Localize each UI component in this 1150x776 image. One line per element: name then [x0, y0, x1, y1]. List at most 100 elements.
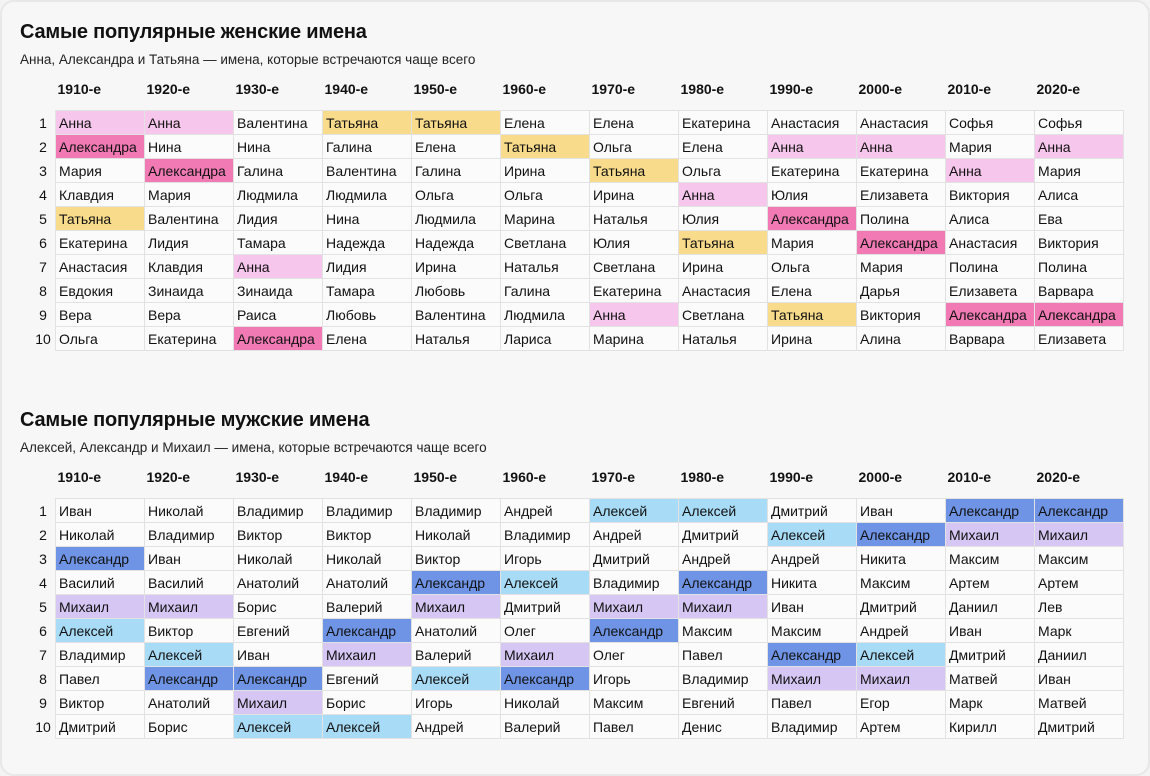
female-name-cell: Виктория [856, 302, 946, 327]
male-rank-number: 8 [39, 670, 47, 687]
male-decade-header: 1990-е [769, 469, 814, 485]
female-name-cell: Ева [1034, 206, 1124, 231]
female-name-cell: Александра [55, 134, 145, 159]
male-table-row: 3 Александр Иван Николай Николай Виктор Игорь Д… [33, 546, 1124, 571]
male-name-cell: Андрей [500, 498, 590, 523]
male-rank-number: 4 [39, 574, 47, 591]
female-name-cell: Анна [55, 110, 145, 135]
male-name-cell: Виктор [322, 522, 412, 547]
male-name-cell: Дмитрий [1034, 714, 1124, 739]
male-rank-number: 3 [39, 550, 47, 567]
male-name-cell: Виктор [233, 522, 323, 547]
male-decade-header: 1980-е [680, 469, 725, 485]
female-name-cell: Вера [55, 302, 145, 327]
male-name-cell: Борис [144, 714, 234, 739]
male-name-cell: Владимир [144, 522, 234, 547]
female-name-cell: Елизавета [945, 278, 1035, 303]
female-name-cell: Виктория [1034, 230, 1124, 255]
female-decade-header: 1950-е [413, 81, 458, 97]
male-name-cell: Алексей [233, 714, 323, 739]
female-name-cell: Клавдия [55, 182, 145, 207]
female-section-subtitle: Анна, Александра и Татьяна — имена, кото… [20, 52, 476, 67]
male-name-cell: Евгений [233, 618, 323, 643]
female-name-cell: Татьяна [55, 206, 145, 231]
female-name-cell: Нина [322, 206, 412, 231]
female-name-cell: Валентина [411, 302, 501, 327]
female-name-cell: Елизавета [856, 182, 946, 207]
female-name-cell: Алина [856, 326, 946, 351]
male-name-cell: Игорь [589, 666, 679, 691]
female-name-cell: Татьяна [411, 110, 501, 135]
male-section-title: Самые популярные мужские имена [20, 409, 370, 431]
female-decade-header: 1930-е [235, 81, 280, 97]
male-name-cell: Дмитрий [500, 594, 590, 619]
female-name-cell: Юлия [678, 206, 768, 231]
male-name-cell: Николай [322, 546, 412, 571]
female-name-cell: Екатерина [767, 158, 857, 183]
male-name-cell: Иван [945, 618, 1035, 643]
male-name-cell: Павел [678, 642, 768, 667]
female-rank-number: 3 [39, 162, 47, 179]
male-name-cell: Владимир [500, 522, 590, 547]
female-rank-number: 1 [39, 114, 47, 131]
male-name-cell: Анатолий [144, 690, 234, 715]
male-name-cell: Андрей [856, 618, 946, 643]
female-rank-number: 4 [39, 186, 47, 203]
male-decade-header: 1940-е [324, 469, 369, 485]
female-name-cell: Наталья [500, 254, 590, 279]
female-name-cell: Виктория [945, 182, 1035, 207]
male-name-cell: Валерий [411, 642, 501, 667]
female-name-cell: Надежда [411, 230, 501, 255]
female-name-cell: Александра [233, 326, 323, 351]
female-name-cell: Анна [233, 254, 323, 279]
female-name-cell: Дарья [856, 278, 946, 303]
female-name-cell: Александра [144, 158, 234, 183]
male-name-cell: Николай [144, 498, 234, 523]
male-name-cell: Андрей [589, 522, 679, 547]
female-name-cell: Наталья [411, 326, 501, 351]
female-name-cell: Светлана [678, 302, 768, 327]
male-table-row: 10 Дмитрий Борис Алексей Алексей Андрей Валери… [33, 714, 1124, 739]
female-name-cell: Людмила [411, 206, 501, 231]
male-name-cell: Михаил [322, 642, 412, 667]
male-names-section: Самые популярные мужские имена Алексей, … [20, 408, 487, 457]
male-name-cell: Михаил [411, 594, 501, 619]
female-name-cell: Александра [945, 302, 1035, 327]
male-name-cell: Дмитрий [856, 594, 946, 619]
male-name-cell: Дмитрий [589, 546, 679, 571]
male-table-row: 6 Алексей Виктор Евгений Александр Анатолий Ол… [33, 618, 1124, 643]
male-name-cell: Александр [500, 666, 590, 691]
male-name-cell: Алексей [500, 570, 590, 595]
female-name-cell: Елена [589, 110, 679, 135]
male-name-cell: Валерий [322, 594, 412, 619]
female-name-cell: Екатерина [55, 230, 145, 255]
female-name-cell: Ирина [411, 254, 501, 279]
female-name-cell: Анастасия [767, 110, 857, 135]
female-name-cell: Галина [322, 134, 412, 159]
male-decade-header: 1970-е [591, 469, 636, 485]
female-name-cell: Елена [322, 326, 412, 351]
male-name-cell: Игорь [411, 690, 501, 715]
male-name-cell: Александр [1034, 498, 1124, 523]
female-rank-number: 9 [39, 306, 47, 323]
female-name-cell: Анастасия [55, 254, 145, 279]
female-rank-number: 10 [35, 330, 51, 347]
female-name-cell: Валентина [322, 158, 412, 183]
female-name-cell: Алиса [945, 206, 1035, 231]
female-name-cell: Ирина [678, 254, 768, 279]
female-name-cell: Ольга [411, 182, 501, 207]
female-name-cell: Людмила [500, 302, 590, 327]
female-rank-number: 5 [39, 210, 47, 227]
male-name-cell: Николай [55, 522, 145, 547]
male-name-cell: Александр [856, 522, 946, 547]
female-table-row: 8 Евдокия Зинаида Зинаида Тамара Любовь Галина… [33, 278, 1124, 303]
male-name-cell: Александр [945, 498, 1035, 523]
female-name-cell: Галина [233, 158, 323, 183]
male-rank-header [33, 469, 56, 493]
female-name-cell: Нина [144, 134, 234, 159]
female-name-cell: Клавдия [144, 254, 234, 279]
male-name-cell: Михаил [589, 594, 679, 619]
female-name-cell: Ольга [500, 182, 590, 207]
female-name-cell: Наталья [678, 326, 768, 351]
female-name-cell: Татьяна [589, 158, 679, 183]
